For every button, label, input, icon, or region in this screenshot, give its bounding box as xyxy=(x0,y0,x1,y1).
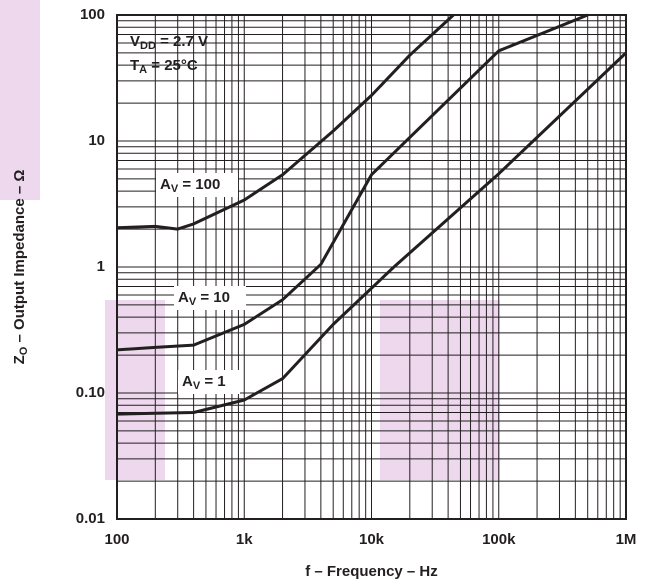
annotation: AV = 100 xyxy=(160,176,220,195)
x-tick-label: 100 xyxy=(104,531,129,548)
x-tick-label: 1k xyxy=(236,531,253,548)
annotation-main: A xyxy=(178,289,189,306)
annotation-rest: = 10 xyxy=(196,289,230,306)
annotation-sub: DD xyxy=(140,40,156,52)
annotation-sub: V xyxy=(171,183,179,195)
plot-frame xyxy=(116,14,627,520)
annotation-sub: V xyxy=(189,296,197,308)
y-axis-label-main: Z xyxy=(11,355,28,364)
x-tick-label: 100k xyxy=(482,531,516,548)
series-line xyxy=(116,51,628,416)
annotation: AV = 1 xyxy=(182,373,226,392)
x-tick-label: 1M xyxy=(616,531,637,548)
annotation-rest: = 1 xyxy=(200,373,225,390)
annotation-rest: = 25°C xyxy=(147,57,198,74)
annotation-rest: = 100 xyxy=(178,176,220,193)
y-tick-label: 0.01 xyxy=(76,510,105,527)
y-tick-label: 1 xyxy=(97,258,105,275)
y-tick-label: 10 xyxy=(88,132,105,149)
x-axis-label: f – Frequency – Hz xyxy=(305,563,438,580)
annotation-sub: A xyxy=(139,64,147,76)
x-tick-label: 10k xyxy=(359,531,385,548)
annotation-sub: V xyxy=(193,380,201,392)
annotation-bg xyxy=(178,370,240,394)
annotation-main: T xyxy=(130,57,139,74)
annotation-bg xyxy=(174,286,246,310)
series-line xyxy=(116,13,455,231)
y-tick-label: 100 xyxy=(80,6,105,23)
annotation: AV = 10 xyxy=(178,289,230,308)
series-line xyxy=(116,13,589,352)
annotation-main: A xyxy=(182,373,193,390)
annotation-main: V xyxy=(130,33,140,50)
annotation-bg xyxy=(156,173,238,197)
annotation: VDD = 2.7 V xyxy=(130,33,208,52)
annotation: TA = 25°C xyxy=(130,57,198,76)
y-tick-label: 0.10 xyxy=(76,384,105,401)
y-axis-label-sub: O xyxy=(18,346,30,355)
annotation-rest: = 2.7 V xyxy=(156,33,208,50)
y-axis-label: ZO – Output Impedance – Ω xyxy=(11,170,30,365)
annotation-main: A xyxy=(160,176,171,193)
y-axis-label-rest: – Output Impedance – Ω xyxy=(11,170,28,347)
